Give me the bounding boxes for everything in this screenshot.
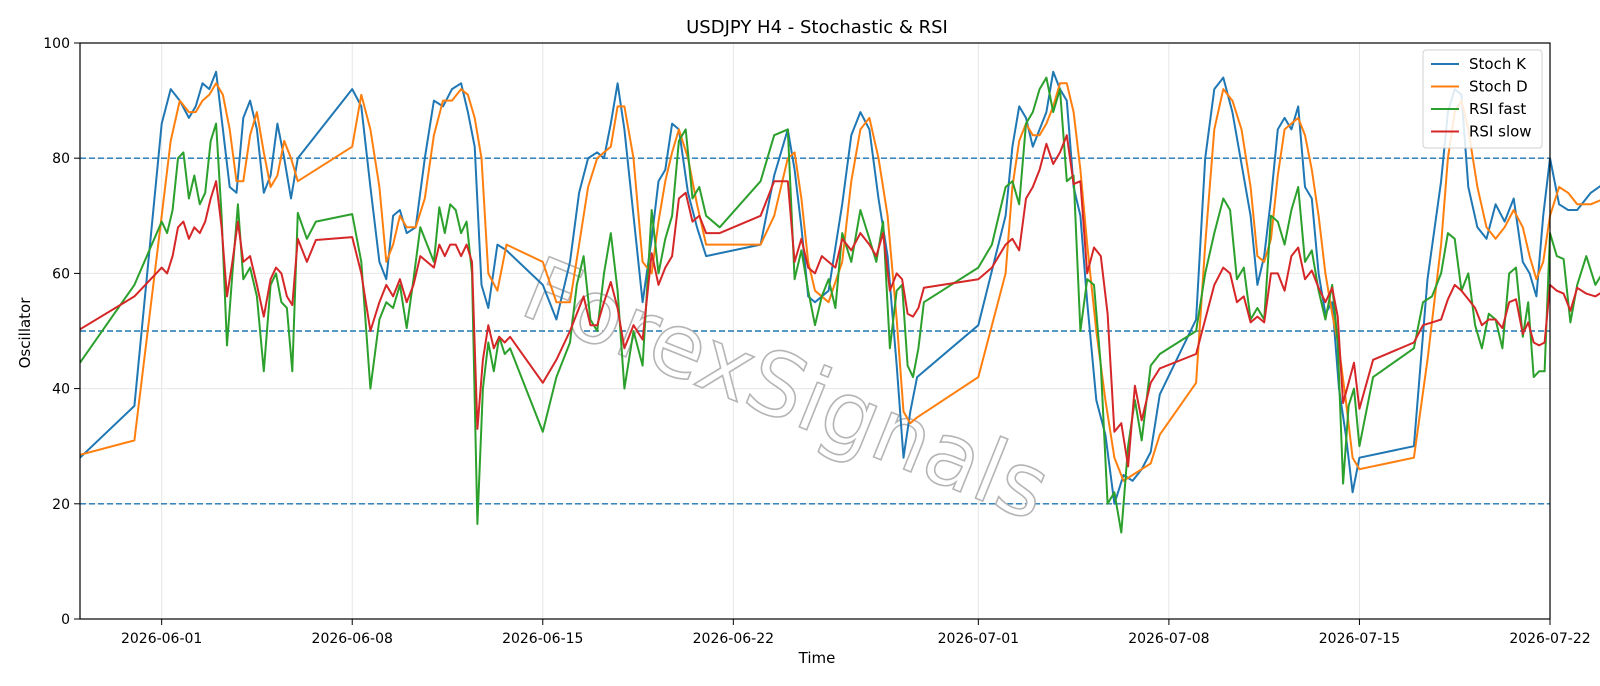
series-line-stoch-k	[79, 70, 1600, 505]
y-axis-ticks: 0 20 40 60 80 100	[43, 36, 80, 628]
chart-title: USDJPY H4 - Stochastic & RSI	[686, 17, 948, 38]
x-tick-label: 2026-06-08	[312, 631, 393, 647]
series-lines	[79, 70, 1600, 534]
y-tick-label: 40	[52, 382, 70, 398]
x-tick-label: 2026-06-01	[121, 631, 202, 647]
y-tick-label: 0	[61, 612, 70, 628]
y-tick-label: 100	[43, 36, 70, 52]
legend-label: RSI slow	[1469, 123, 1532, 141]
y-tick-label: 60	[52, 266, 70, 282]
series-line-rsi-fast	[79, 76, 1600, 534]
x-tick-label: 2026-07-08	[1128, 631, 1209, 647]
series-line-stoch-d	[79, 82, 1600, 482]
legend: Stoch K Stoch D RSI fast RSI slow	[1422, 49, 1543, 149]
legend-label: RSI fast	[1469, 100, 1526, 118]
x-axis-ticks: 2026-06-01 2026-06-08 2026-06-15 2026-06-22…	[121, 619, 1591, 647]
series-line-rsi-slow	[79, 134, 1600, 468]
x-tick-label: 2026-07-01	[938, 631, 1019, 647]
x-axis-label: Time	[798, 649, 836, 667]
x-tick-label: 2026-07-22	[1509, 631, 1590, 647]
x-tick-label: 2026-07-15	[1319, 631, 1400, 647]
legend-box	[1422, 49, 1543, 149]
y-tick-label: 80	[52, 151, 70, 167]
plot-frame	[79, 42, 1551, 620]
reference-lines	[80, 157, 1550, 505]
x-tick-label: 2026-06-22	[693, 631, 774, 647]
x-tick-label: 2026-06-15	[502, 631, 583, 647]
legend-label: Stoch D	[1469, 78, 1528, 96]
legend-label: Stoch K	[1469, 55, 1527, 73]
y-axis-label: Oscillator	[16, 297, 34, 369]
y-tick-label: 20	[52, 497, 70, 513]
plot-border	[79, 42, 1551, 620]
